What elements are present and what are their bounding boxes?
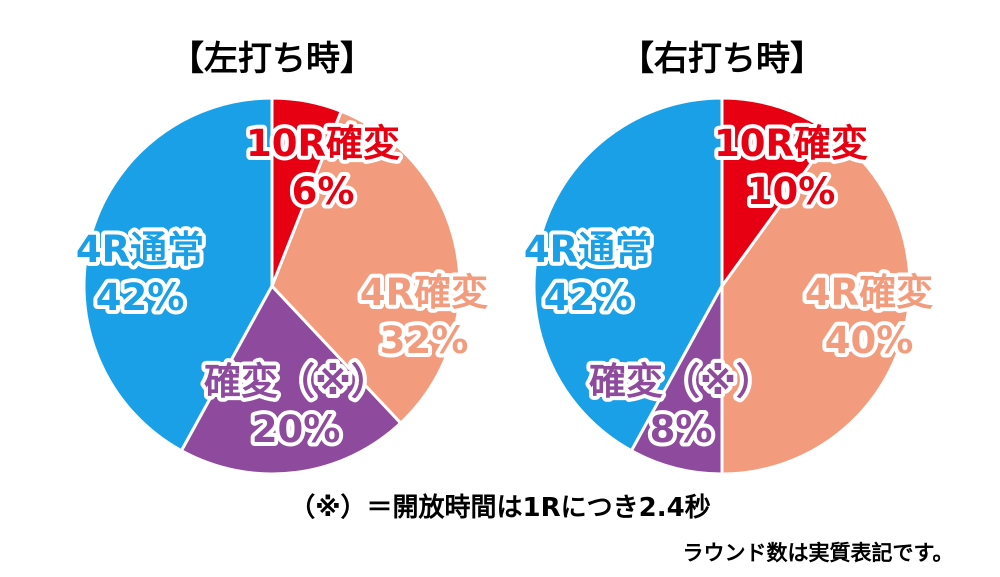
slice-value-right-four-round-kakuhen: 40% bbox=[825, 319, 914, 362]
slice-value-left-four-round-kakuhen: 32% bbox=[380, 319, 469, 362]
slice-label-left-four-round-kakuhen: 4R確変 bbox=[360, 271, 488, 314]
slice-label-right-ten-round-kakuhen: 10R確変 bbox=[714, 122, 868, 165]
slice-value-left-kakuhen-note: 20% bbox=[252, 408, 341, 451]
footnote-open-duration: （※）＝開放時間は1Rにつき2.4秒 bbox=[289, 492, 710, 523]
slice-value-right-four-round-normal: 42% bbox=[544, 276, 633, 319]
chart-title-right: 【右打ち時】 bbox=[620, 39, 824, 79]
slice-label-left-four-round-normal: 4R通常 bbox=[76, 228, 204, 271]
slice-value-right-kakuhen-note: 8% bbox=[650, 408, 713, 451]
pie-slice-right-kakuhen-note bbox=[629, 285, 724, 476]
slice-value-right-ten-round-kakuhen: 10% bbox=[747, 170, 836, 213]
chart-title-left: 【左打ち時】 bbox=[170, 39, 374, 79]
pie-slice-left-four-round-normal bbox=[82, 96, 274, 453]
slice-label-right-four-round-normal: 4R通常 bbox=[524, 228, 652, 271]
slice-label-right-four-round-kakuhen: 4R確変 bbox=[805, 271, 933, 314]
pie-chart-right: 【右打ち時】 10R確変 10% 4R確変 40% 確変（※） 8% 4R通常 42% bbox=[520, 39, 937, 476]
pie-slice-left-ten-round-kakuhen bbox=[270, 96, 344, 287]
pie-slice-right-ten-round-kakuhen bbox=[720, 96, 835, 291]
pie-slice-right-four-round-normal bbox=[532, 96, 724, 453]
slice-value-left-four-round-normal: 42% bbox=[96, 276, 185, 319]
pie-slice-right-four-round-kakuhen bbox=[720, 131, 912, 476]
slice-label-left-ten-round-kakuhen: 10R確変 bbox=[246, 122, 400, 165]
pie-slice-left-kakuhen-note bbox=[179, 283, 403, 476]
pie-chart-left: 【左打ち時】 10R確変 6% 4R確変 32%確変（※） 20% 4R通常 42% bbox=[72, 39, 492, 476]
slice-label-right-kakuhen-note: 確変（※） bbox=[589, 360, 773, 403]
slice-label-left-kakuhen-note: 確変（※） bbox=[204, 360, 388, 403]
footnote-round-count: ラウンド数は実質表記です。 bbox=[683, 541, 954, 565]
pie-slice-left-four-round-kakuhen bbox=[270, 109, 462, 426]
slice-value-left-ten-round-kakuhen: 6% bbox=[292, 170, 355, 213]
